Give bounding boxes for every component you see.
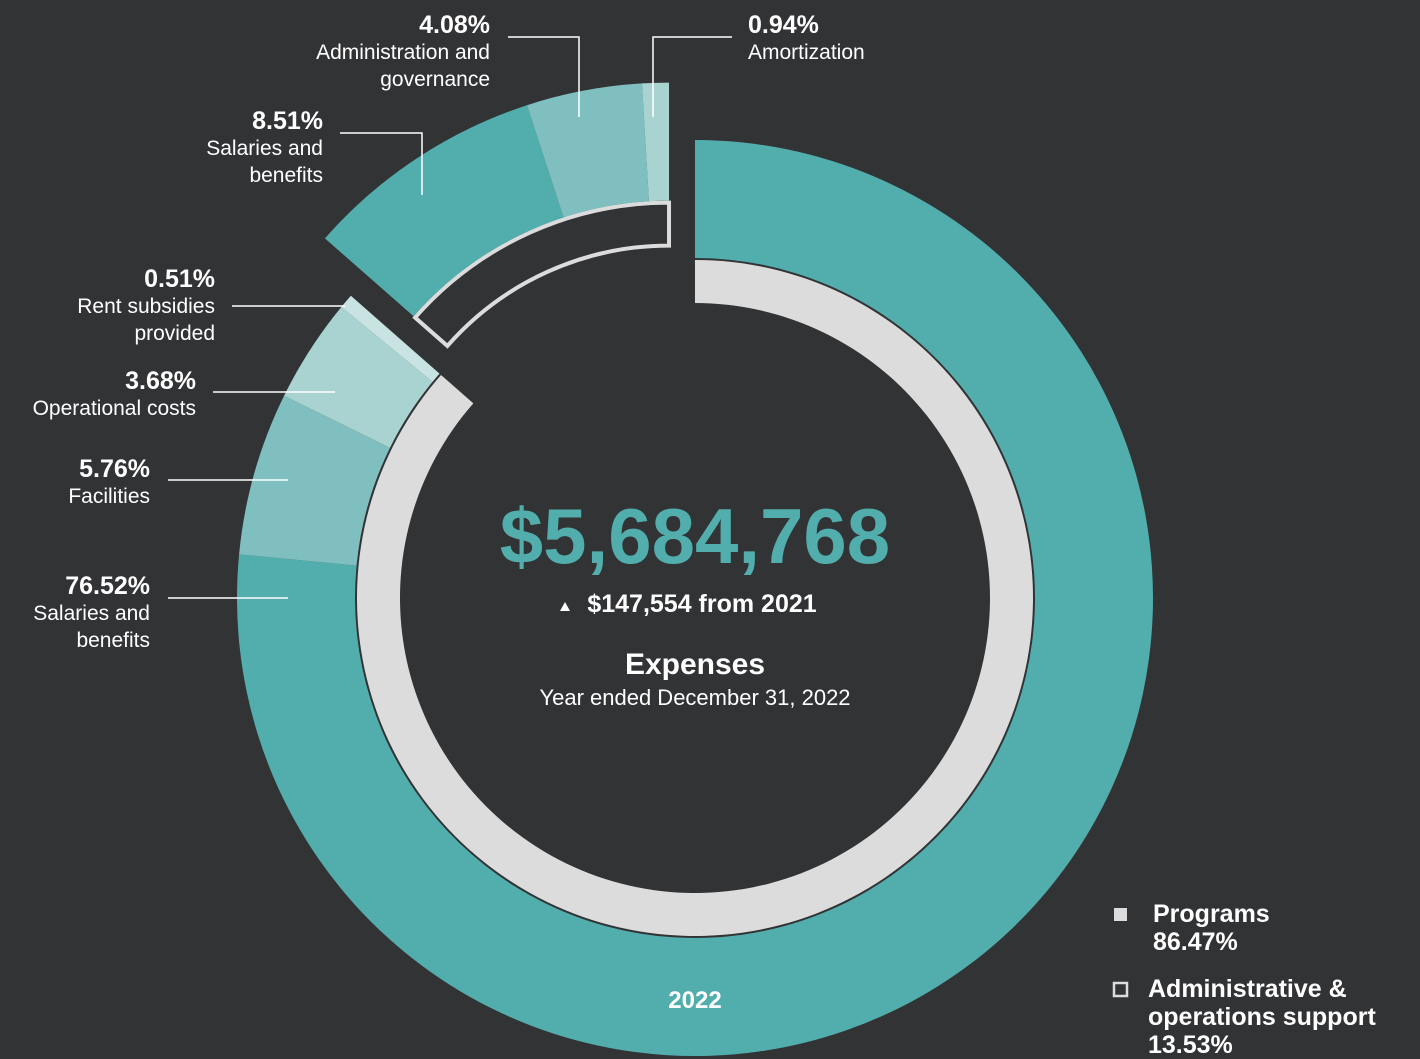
segment-percent: 5.76% — [79, 455, 150, 483]
leader-line — [652, 36, 732, 117]
legend-item: Administrative & operations support 13.53… — [1148, 975, 1418, 1059]
outer-ring-segment — [526, 83, 649, 218]
legend-value: 13.53% — [1148, 1031, 1233, 1059]
segment-name: Operational costs — [32, 397, 196, 420]
segment-percent: 0.51% — [144, 265, 215, 293]
change: $147,554 from 2021 — [587, 590, 816, 618]
legend-name: Programs — [1153, 900, 1270, 928]
up-triangle — [560, 602, 570, 611]
ring-label: 2022 — [668, 987, 721, 1014]
segment-name: Amortization — [748, 41, 865, 64]
outer-ring-segment — [284, 306, 433, 448]
title: Expenses — [625, 648, 765, 681]
segment-percent: 3.68% — [125, 367, 196, 395]
outer-ring-segment — [641, 82, 670, 202]
segment-percent: 4.08% — [419, 11, 490, 39]
segment-percent: 0.94% — [748, 11, 819, 39]
segment-percent: 76.52% — [65, 572, 150, 600]
outer-ring-segment — [341, 295, 440, 382]
segment-label: 0.51% Rent subsidies provided — [45, 266, 215, 347]
segment-label: 5.76% Facilities — [0, 456, 150, 510]
legend-item: Programs 86.47% — [1153, 900, 1420, 956]
segment-name: Salaries and benefits — [206, 137, 323, 187]
segment-label: 76.52% Salaries and benefits — [0, 573, 150, 654]
legend-swatch — [1114, 908, 1127, 921]
outer-ring-segment — [239, 395, 390, 566]
segment-label: 3.68% Operational costs — [0, 368, 196, 422]
segment-name: Administration and governance — [316, 41, 490, 91]
leader-line — [508, 36, 580, 117]
segment-percent: 8.51% — [252, 107, 323, 135]
subtitle: Year ended December 31, 2022 — [539, 685, 850, 710]
legend-name: Administrative & operations support — [1148, 975, 1376, 1031]
segment-label: 4.08% Administration and governance — [300, 12, 490, 93]
segment-name: Facilities — [68, 485, 150, 508]
leader-line — [340, 132, 423, 195]
legend-value: 86.47% — [1153, 928, 1238, 956]
segment-label: 8.51% Salaries and benefits — [173, 108, 323, 189]
inner-ring-segment — [412, 200, 672, 349]
total: $5,684,768 — [500, 492, 890, 580]
segment-name: Salaries and benefits — [33, 602, 150, 652]
segment-label: 0.94% Amortization — [748, 12, 948, 66]
segment-name: Rent subsidies provided — [77, 295, 215, 345]
outer-ring-segment — [324, 105, 564, 317]
legend-swatch — [1112, 981, 1129, 998]
